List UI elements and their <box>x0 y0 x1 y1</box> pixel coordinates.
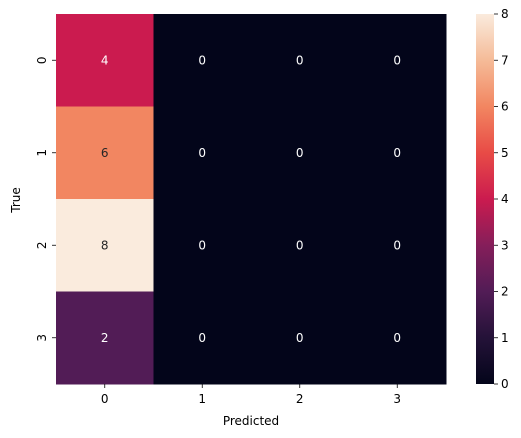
colorbar-tick-label-8: 8 <box>501 7 509 21</box>
cell-r1-c1 <box>153 106 252 200</box>
colorbar-tick-label-0: 0 <box>501 377 509 391</box>
y-axis-label: True <box>9 187 23 214</box>
cell-r1-c3 <box>348 106 447 200</box>
cell-r2-c1 <box>153 199 252 292</box>
cell-label-r2-c0: 8 <box>101 238 109 252</box>
cell-label-r1-c3: 0 <box>393 146 401 160</box>
colorbar-tick-label-4: 4 <box>501 192 509 206</box>
colorbar-tick-label-6: 6 <box>501 100 509 114</box>
y-axis-ticks: 0 1 2 3 <box>35 56 56 342</box>
cell-label-r3-c0: 2 <box>101 331 109 345</box>
colorbar <box>476 14 494 384</box>
cell-label-r2-c2: 0 <box>296 238 304 252</box>
x-tick-label-1: 1 <box>198 392 206 406</box>
cell-r0-c0 <box>56 14 154 107</box>
cell-r3-c3 <box>348 291 447 385</box>
cell-label-r1-c1: 0 <box>198 146 206 160</box>
y-tick-label-3: 3 <box>35 334 49 342</box>
colorbar-tick-label-7: 7 <box>501 53 509 67</box>
cell-label-r0-c1: 0 <box>198 53 206 67</box>
cell-label-r3-c3: 0 <box>393 331 401 345</box>
cell-r0-c1 <box>153 14 252 107</box>
y-tick-label-2: 2 <box>35 241 49 249</box>
cell-r0-c3 <box>348 14 447 107</box>
x-tick-label-2: 2 <box>296 392 304 406</box>
x-tick-label-0: 0 <box>101 392 109 406</box>
cell-r2-c3 <box>348 199 447 292</box>
cell-r2-c2 <box>251 199 349 292</box>
cell-label-r1-c2: 0 <box>296 146 304 160</box>
y-tick-label-1: 1 <box>35 149 49 157</box>
cell-r1-c0 <box>56 106 154 200</box>
cell-r3-c1 <box>153 291 252 385</box>
colorbar-tick-label-1: 1 <box>501 331 509 345</box>
heatmap-cell-labels: 4 0 0 0 6 0 0 0 8 0 0 0 2 0 0 0 <box>101 53 401 345</box>
cell-label-r0-c2: 0 <box>296 53 304 67</box>
cell-label-r2-c1: 0 <box>198 238 206 252</box>
colorbar-tick-label-5: 5 <box>501 146 509 160</box>
cell-label-r3-c1: 0 <box>198 331 206 345</box>
x-tick-label-3: 3 <box>393 392 401 406</box>
cell-label-r0-c3: 0 <box>393 53 401 67</box>
cell-label-r1-c0: 6 <box>101 146 109 160</box>
cell-label-r0-c0: 4 <box>101 53 109 67</box>
x-axis-ticks: 0 1 2 3 <box>101 384 401 406</box>
cell-r0-c2 <box>251 14 349 107</box>
cell-r3-c0 <box>56 291 154 385</box>
y-tick-label-0: 0 <box>35 56 49 64</box>
cell-label-r2-c3: 0 <box>393 238 401 252</box>
colorbar-tick-label-3: 3 <box>501 238 509 252</box>
x-axis-label: Predicted <box>223 414 279 428</box>
heatmap-cells <box>56 14 447 385</box>
colorbar-tick-label-2: 2 <box>501 285 509 299</box>
cell-label-r3-c2: 0 <box>296 331 304 345</box>
cell-r2-c0 <box>56 199 154 292</box>
cell-r3-c2 <box>251 291 349 385</box>
colorbar-ticks: 0 1 2 3 4 5 6 7 8 <box>494 7 509 391</box>
cell-r1-c2 <box>251 106 349 200</box>
